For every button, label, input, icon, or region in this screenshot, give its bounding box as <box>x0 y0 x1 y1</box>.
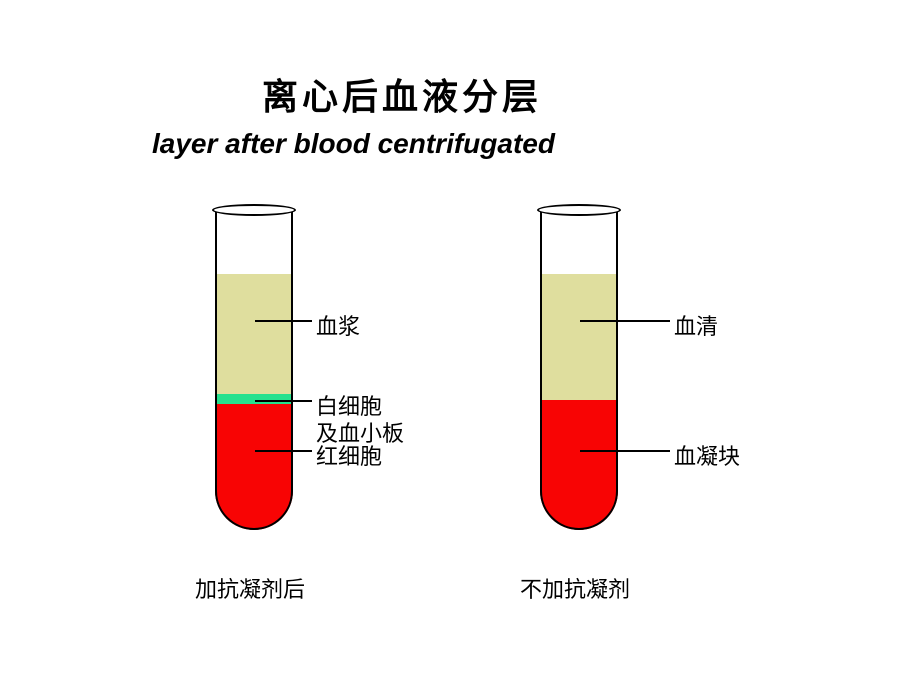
tube2-label-line <box>580 320 670 322</box>
tube2-layer-serum <box>540 274 618 400</box>
tube-2-rim <box>537 204 621 216</box>
tube1-label-text: 血浆 <box>316 309 360 341</box>
title-chinese: 离心后血液分层 <box>262 68 542 120</box>
tube2-label-text: 血清 <box>674 309 718 341</box>
tube-1-caption: 加抗凝剂后 <box>195 572 305 604</box>
tube1-label-text: 红细胞 <box>316 439 382 471</box>
tube-1-body <box>215 210 293 530</box>
tube-2-body <box>540 210 618 530</box>
tube1-layer-buffy <box>215 394 293 404</box>
tube2-layer-clot <box>540 400 618 530</box>
tube1-label-line <box>255 320 312 322</box>
tube2-layer-empty <box>540 210 618 274</box>
tube1-layer-empty <box>215 210 293 274</box>
tube1-layer-plasma <box>215 274 293 394</box>
tube1-label-line <box>255 450 312 452</box>
tube2-label-line <box>580 450 670 452</box>
tube-2-caption: 不加抗凝剂 <box>520 572 630 604</box>
tube1-label-line <box>255 400 312 402</box>
title-english: layer after blood centrifugated <box>152 128 555 160</box>
tube1-layer-rbc <box>215 404 293 530</box>
tube-1-rim <box>212 204 296 216</box>
tube2-label-text: 血凝块 <box>674 439 740 471</box>
